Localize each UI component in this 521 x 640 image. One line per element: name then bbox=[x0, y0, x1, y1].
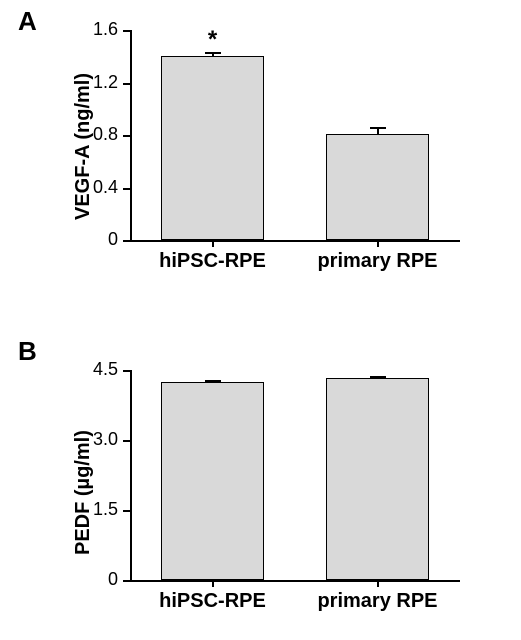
panel-b-label: B bbox=[18, 336, 37, 367]
y-tick bbox=[123, 188, 130, 190]
y-axis bbox=[130, 370, 132, 582]
panel-a-ylabel: VEGF-A (ng/ml) bbox=[72, 73, 95, 220]
x-tick bbox=[212, 240, 214, 247]
y-tick bbox=[123, 135, 130, 137]
y-tick-label: 0 bbox=[74, 229, 118, 250]
bar bbox=[161, 382, 263, 580]
y-tick bbox=[123, 580, 130, 582]
panel-b-plot: 01.53.04.5hiPSC-RPEprimary RPE bbox=[130, 370, 460, 580]
significance-marker: * bbox=[198, 26, 228, 54]
y-tick-label: 0 bbox=[74, 569, 118, 590]
x-tick bbox=[377, 240, 379, 247]
y-axis bbox=[130, 30, 132, 242]
error-bar-cap bbox=[205, 380, 221, 382]
panel-b-ylabel: PEDF (µg/ml) bbox=[72, 430, 95, 555]
y-tick-label: 4.5 bbox=[74, 359, 118, 380]
y-tick bbox=[123, 370, 130, 372]
error-bar-cap bbox=[370, 376, 386, 378]
category-label: hiPSC-RPE bbox=[128, 250, 298, 273]
bar bbox=[326, 378, 428, 580]
category-label: hiPSC-RPE bbox=[128, 590, 298, 613]
error-bar-cap bbox=[370, 127, 386, 129]
panel-a-label: A bbox=[18, 6, 37, 37]
category-label: primary RPE bbox=[293, 250, 463, 273]
y-tick bbox=[123, 240, 130, 242]
x-axis bbox=[130, 240, 460, 242]
y-tick bbox=[123, 440, 130, 442]
y-tick-label: 1.6 bbox=[74, 19, 118, 40]
category-label: primary RPE bbox=[293, 590, 463, 613]
bar bbox=[326, 134, 428, 240]
y-tick bbox=[123, 83, 130, 85]
x-tick bbox=[377, 580, 379, 587]
bar bbox=[161, 56, 263, 240]
y-tick bbox=[123, 30, 130, 32]
y-tick bbox=[123, 510, 130, 512]
x-tick bbox=[212, 580, 214, 587]
x-axis bbox=[130, 580, 460, 582]
panel-a-plot: 00.40.81.21.6hiPSC-RPE*primary RPE bbox=[130, 30, 460, 240]
